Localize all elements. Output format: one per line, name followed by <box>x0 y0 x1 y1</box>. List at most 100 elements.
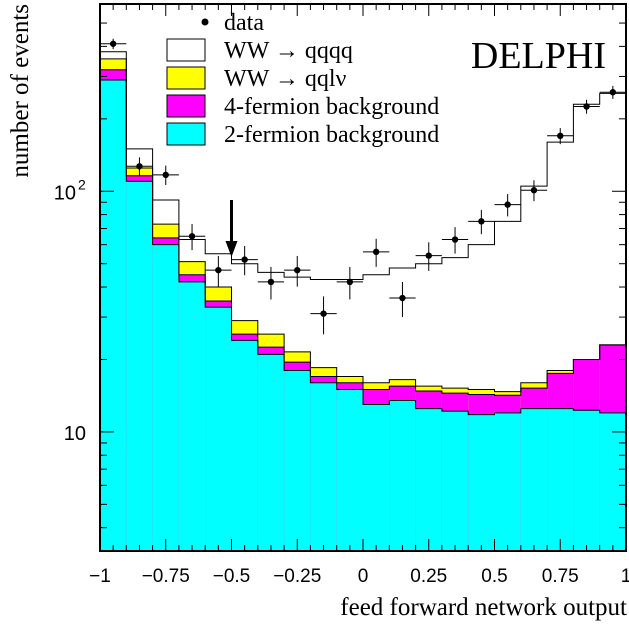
bar-2-fermion-background-14 <box>468 414 495 551</box>
data-marker-18 <box>583 103 590 110</box>
bar-2-fermion-background-12 <box>415 408 442 551</box>
legend-marker-data <box>201 18 209 26</box>
bar-2-fermion-background-9 <box>336 389 363 551</box>
bar-2-fermion-background-6 <box>257 354 285 551</box>
x-tick-label-3: −0.25 <box>273 566 321 587</box>
x-tick-label-8: 1 <box>621 566 629 587</box>
x-tick-label-2: −0.5 <box>213 566 251 587</box>
x-tick-label-7: 0.75 <box>542 566 579 587</box>
y-axis-label: number of events <box>7 4 34 178</box>
data-marker-10 <box>372 248 380 256</box>
bar-2-fermion-background-18 <box>573 410 600 551</box>
legend-label-0: WW → qqqq <box>224 38 353 64</box>
chart-title: DELPHI <box>471 35 606 77</box>
data-marker-14 <box>478 218 485 225</box>
axis-ticks <box>99 3 627 551</box>
data-point-16 <box>520 180 548 202</box>
legend-label-2: 4-fermion background <box>224 94 439 120</box>
y-tick-label-0: 10 <box>54 182 76 204</box>
x-tick-label-4: 0 <box>358 566 369 587</box>
x-tick-label-6: 0.5 <box>481 566 507 587</box>
data-point-4 <box>205 255 232 287</box>
data-point-6 <box>257 266 285 300</box>
y-tick-labels: 10 210 <box>54 176 86 445</box>
data-point-10 <box>363 238 390 267</box>
bar-2-fermion-background-4 <box>205 307 232 551</box>
data-marker-17 <box>557 132 564 140</box>
data-point-8 <box>310 296 337 335</box>
data-point-17 <box>547 128 574 145</box>
data-marker-0 <box>109 40 117 47</box>
data-point-14 <box>468 209 495 235</box>
data-marker-16 <box>530 187 538 194</box>
x-axis-label: feed forward network output <box>340 594 627 621</box>
legend-entry-2: 4-fermion background <box>166 94 439 120</box>
legend-entry-data: data <box>201 10 264 36</box>
data-marker-5 <box>241 256 248 263</box>
data-point-3 <box>178 224 206 251</box>
data-point-18 <box>573 99 600 114</box>
histogram-outlines <box>100 51 626 416</box>
legend-swatch-1 <box>166 66 206 90</box>
legend-swatch-2 <box>166 94 206 118</box>
outline-ww-qqqq <box>100 51 626 280</box>
legend-entry-0: WW → qqqq <box>166 38 353 64</box>
bar-2-fermion-background-11 <box>389 400 416 551</box>
x-tick-label-5: 0.25 <box>410 566 447 587</box>
data-marker-15 <box>504 201 511 208</box>
data-point-19 <box>599 85 626 99</box>
x-tick-label-1: −0.75 <box>142 566 190 587</box>
data-marker-4 <box>215 266 222 274</box>
data-marker-8 <box>320 310 327 317</box>
arrow-head <box>225 241 238 257</box>
bar-2-fermion-background-0 <box>100 79 127 551</box>
bar-2-fermion-background-15 <box>494 412 521 551</box>
data-points <box>100 38 626 335</box>
x-tick-labels: −1 −0.75 −0.5 −0.25 0 0.25 0.5 0.75 1 <box>89 566 629 587</box>
histogram-bars <box>100 51 626 552</box>
data-point-12 <box>415 242 442 271</box>
data-point-9 <box>336 266 363 300</box>
bar-2-fermion-background-5 <box>231 340 258 551</box>
bar-2-fermion-background-1 <box>126 181 153 551</box>
bar-2-fermion-background-19 <box>599 412 626 551</box>
x-tick-label-0: −1 <box>89 566 111 587</box>
data-marker-11 <box>399 294 406 302</box>
y-tick-exponent-0: 2 <box>78 176 86 192</box>
data-point-5 <box>231 246 258 276</box>
data-marker-6 <box>267 278 275 286</box>
data-point-11 <box>389 281 416 318</box>
legend-entry-3: 2-fermion background <box>166 122 439 148</box>
data-point-13 <box>441 227 469 254</box>
bar-2-fermion-background-17 <box>547 408 574 551</box>
outline-ww-qql- <box>100 58 626 393</box>
data-point-7 <box>284 255 311 287</box>
data-point-15 <box>494 194 521 217</box>
legend-entry-1: WW → qqlν <box>166 66 347 92</box>
bar-2-fermion-background-2 <box>152 244 179 551</box>
outline-4-fermion-background <box>100 69 626 396</box>
bar-2-fermion-background-8 <box>310 382 337 551</box>
data-point-1 <box>126 157 153 176</box>
legend-swatch-3 <box>166 122 206 146</box>
data-point-2 <box>152 165 179 185</box>
legend-label-1: WW → qqlν <box>224 66 347 92</box>
cut-arrow <box>225 200 238 257</box>
legend-swatch-0 <box>166 38 206 62</box>
data-marker-13 <box>451 236 459 243</box>
data-marker-1 <box>136 163 143 170</box>
legend-label-3: 2-fermion background <box>224 122 439 148</box>
data-marker-19 <box>609 89 617 96</box>
data-marker-3 <box>188 233 196 240</box>
data-marker-12 <box>425 252 432 259</box>
bar-2-fermion-background-7 <box>284 370 311 551</box>
data-marker-7 <box>294 266 301 274</box>
bar-2-fermion-background-13 <box>441 411 469 551</box>
data-point-0 <box>100 38 127 50</box>
legend-label-data: data <box>224 10 264 36</box>
y-tick-label-1: 10 <box>64 423 86 445</box>
bar-2-fermion-background-16 <box>520 408 548 551</box>
data-marker-9 <box>346 278 354 286</box>
